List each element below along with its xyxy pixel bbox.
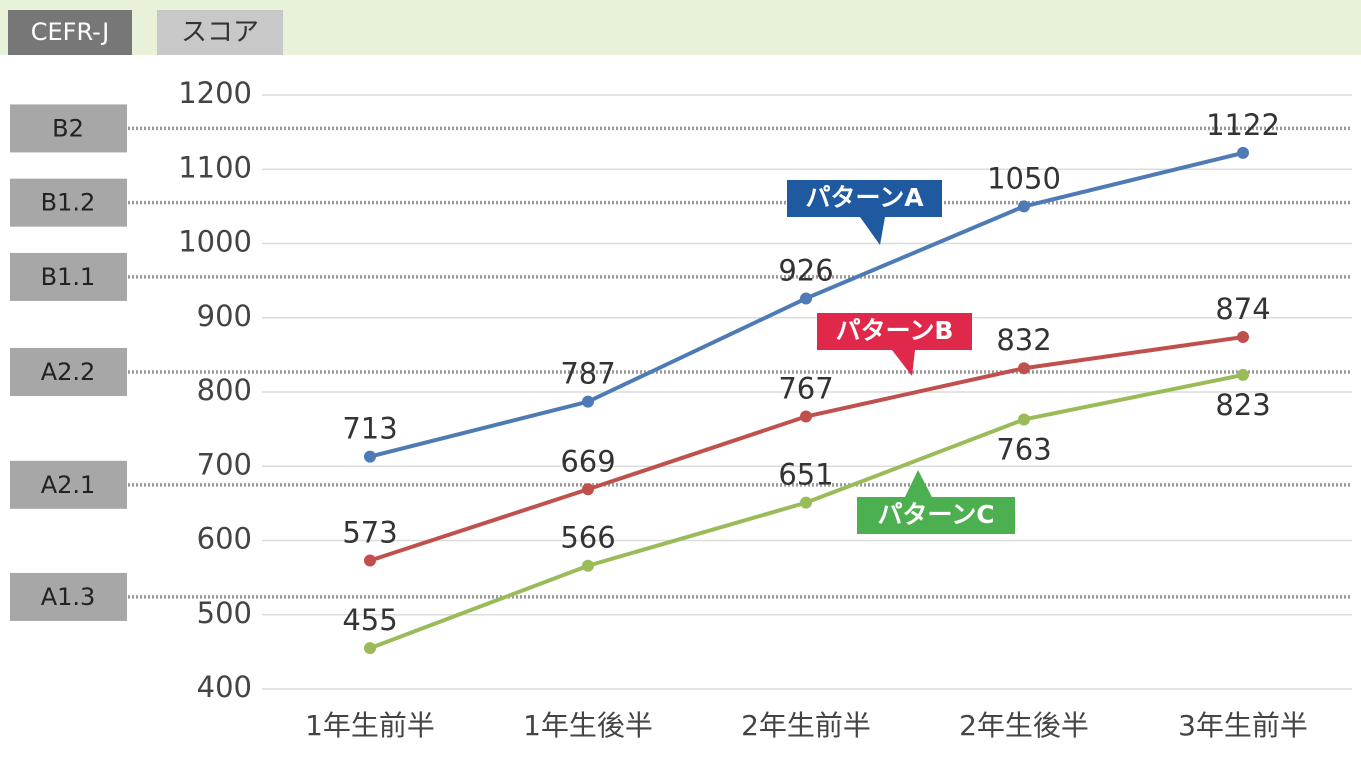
legend-label: パターンB bbox=[836, 316, 954, 345]
y-tick-label: 700 bbox=[197, 447, 252, 481]
cefr-box bbox=[10, 104, 127, 153]
x-tick-label: 1年生後半 bbox=[523, 709, 653, 742]
legend-pointer bbox=[860, 217, 885, 245]
data-point bbox=[364, 450, 376, 463]
legend-box bbox=[817, 313, 972, 350]
data-point bbox=[582, 483, 594, 496]
data-point bbox=[800, 292, 812, 305]
value-label: 1050 bbox=[987, 161, 1061, 195]
y-tick-label: 1000 bbox=[178, 225, 252, 259]
y-tick-label: 600 bbox=[197, 522, 252, 556]
y-tick-label: 1200 bbox=[178, 76, 252, 110]
data-point bbox=[1018, 362, 1030, 375]
cefr-label: A2.1 bbox=[41, 471, 96, 499]
value-label: 713 bbox=[342, 412, 397, 446]
data-point bbox=[582, 559, 594, 572]
x-tick-label: 2年生前半 bbox=[741, 709, 871, 742]
value-label: 823 bbox=[1215, 388, 1270, 422]
data-point bbox=[800, 410, 812, 423]
value-label: 767 bbox=[778, 372, 833, 406]
data-point bbox=[1237, 146, 1249, 159]
y-tick-label: 400 bbox=[197, 670, 252, 704]
value-label: 787 bbox=[560, 357, 615, 391]
data-point bbox=[1018, 200, 1030, 213]
x-tick-label: 2年生後半 bbox=[959, 709, 1089, 742]
y-tick-label: 1100 bbox=[178, 150, 252, 184]
data-point bbox=[582, 395, 594, 408]
data-point bbox=[1237, 331, 1249, 344]
value-label: 1122 bbox=[1206, 108, 1280, 142]
y-tick-label: 500 bbox=[197, 596, 252, 630]
cefr-box bbox=[10, 252, 127, 301]
y-tick-label: 800 bbox=[197, 373, 252, 407]
value-label: 669 bbox=[560, 444, 615, 478]
cefr-label: B1.1 bbox=[41, 263, 96, 291]
legend-label: パターンC bbox=[877, 500, 994, 529]
value-label: 651 bbox=[778, 458, 833, 492]
legend-pointer bbox=[892, 350, 915, 376]
cefr-label: A1.3 bbox=[41, 583, 96, 611]
cefr-label: B2 bbox=[52, 114, 84, 142]
value-label: 566 bbox=[560, 521, 615, 555]
header-box bbox=[8, 10, 132, 55]
cefr-label: A2.2 bbox=[41, 358, 96, 386]
value-label: 573 bbox=[342, 516, 397, 550]
value-label: 455 bbox=[342, 603, 397, 637]
value-label: 763 bbox=[996, 432, 1051, 466]
legend-box bbox=[787, 180, 942, 217]
cefr-box bbox=[10, 347, 127, 396]
data-point bbox=[364, 642, 376, 655]
cefr-label: B1.2 bbox=[41, 189, 96, 217]
data-point bbox=[364, 554, 376, 567]
column-header: スコア bbox=[181, 18, 259, 48]
legend-box bbox=[857, 497, 1015, 534]
cefr-box bbox=[10, 178, 127, 227]
legend-pointer bbox=[905, 470, 932, 497]
x-tick-label: 1年生前半 bbox=[305, 709, 435, 742]
value-label: 832 bbox=[996, 323, 1051, 357]
cefr-box bbox=[10, 572, 127, 621]
column-header: CEFR-J bbox=[31, 18, 110, 46]
data-point bbox=[800, 496, 812, 509]
x-tick-label: 3年生前半 bbox=[1178, 709, 1308, 742]
value-label: 926 bbox=[778, 253, 833, 287]
value-label: 874 bbox=[1215, 292, 1270, 326]
data-point bbox=[1018, 413, 1030, 426]
header-box bbox=[157, 10, 283, 55]
data-point bbox=[1237, 368, 1249, 381]
y-tick-label: 900 bbox=[197, 299, 252, 333]
legend-label: パターンA bbox=[805, 183, 924, 212]
cefr-box bbox=[10, 460, 127, 509]
